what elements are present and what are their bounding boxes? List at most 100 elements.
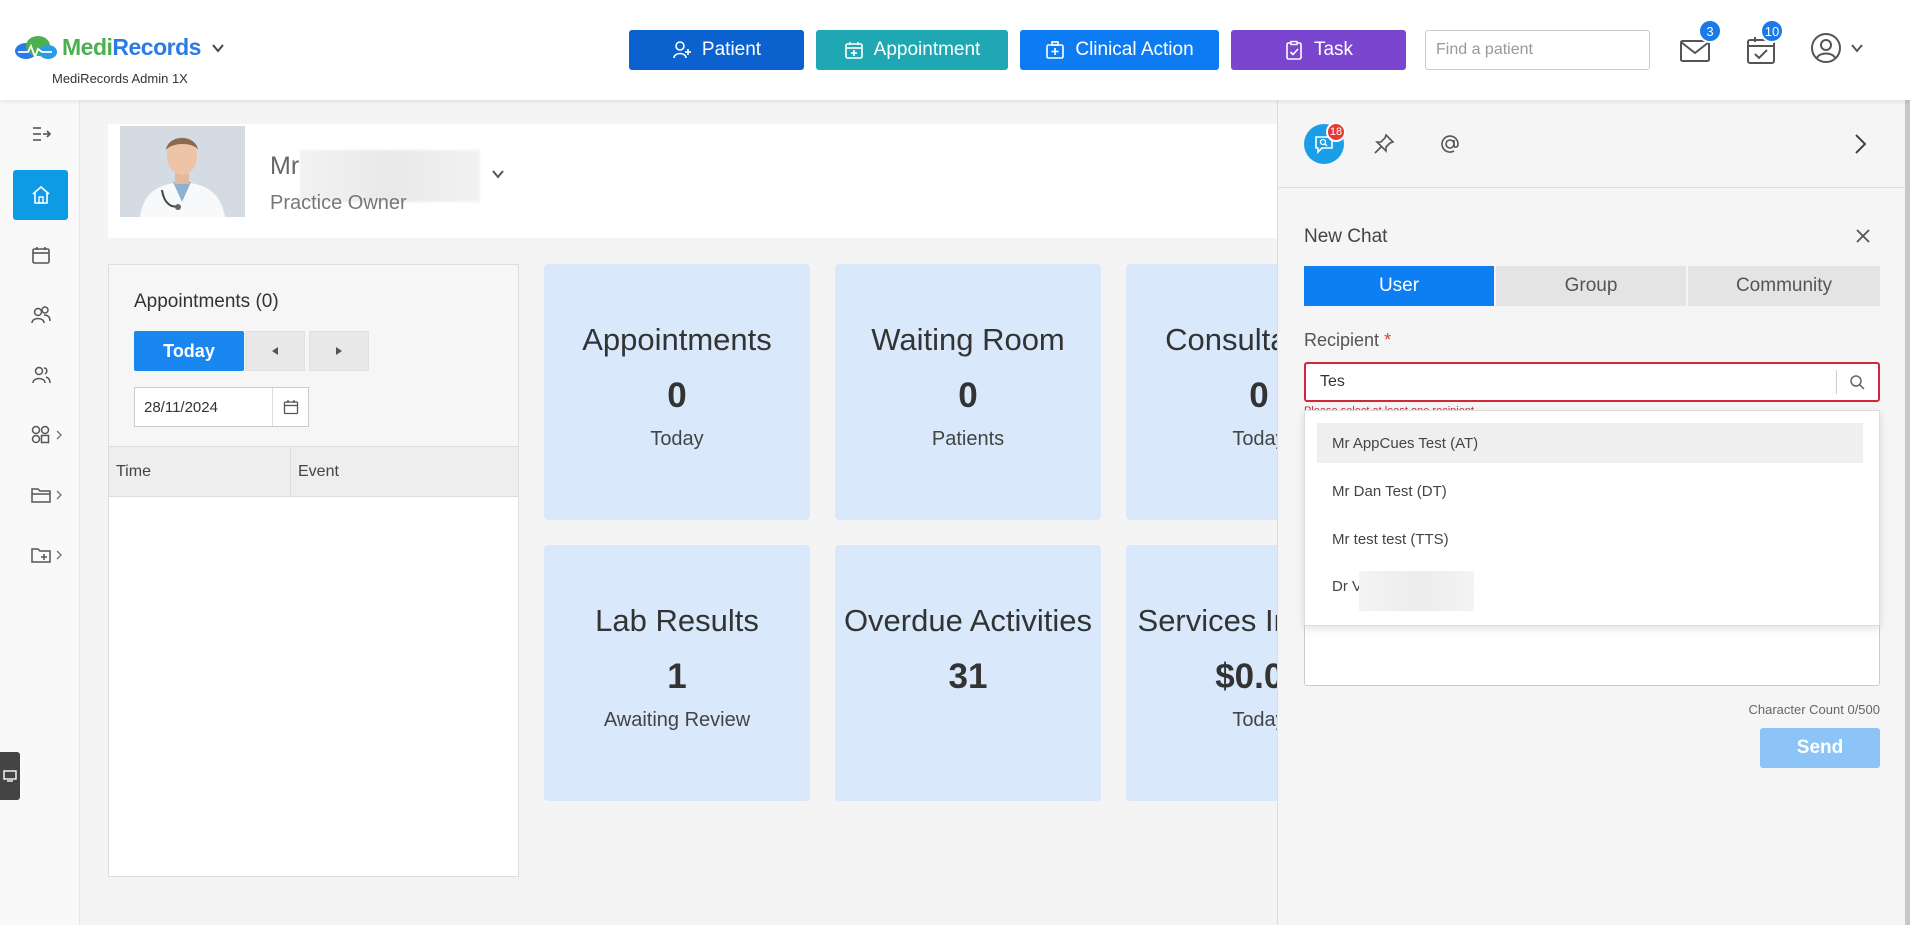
appointment-button-label: Appointment (873, 39, 981, 60)
date-picker[interactable]: 28/11/2024 (134, 387, 309, 427)
calendar-icon (31, 247, 50, 264)
user-name: Mr (270, 152, 300, 180)
add-appointment-button[interactable]: Appointment (816, 30, 1008, 70)
tile-subtitle: Patients (931, 428, 1005, 450)
tile-title: Lab Results (595, 603, 759, 638)
mail-badge: 3 (1698, 19, 1722, 43)
recipient-label-text: Recipient (1304, 330, 1380, 350)
appointments-title: Appointments (0) (134, 291, 279, 312)
chevron-right-icon (56, 430, 62, 440)
side-drawer-tab[interactable] (0, 752, 20, 800)
tile-subtitle: Today (650, 428, 704, 450)
recipient-suggestions: Mr AppCues Test (AT) Mr Dan Test (DT) Mr… (1304, 410, 1880, 626)
brand-name: MediRecords (62, 34, 201, 61)
sidebar-toggle[interactable] (13, 109, 68, 159)
suggestion-item[interactable]: Mr AppCues Test (AT) (1317, 423, 1863, 463)
clinical-action-button-label: Clinical Action (1075, 39, 1194, 60)
date-picker-button[interactable] (272, 388, 308, 426)
app-logo[interactable]: MediRecords (12, 34, 225, 61)
patient-button-label: Patient (701, 39, 762, 60)
mail-icon (1680, 40, 1710, 62)
redacted-suggestion (1359, 571, 1474, 611)
tile-title: Waiting Room (871, 322, 1065, 357)
folder-add-icon (30, 548, 51, 563)
next-day-button[interactable] (309, 331, 369, 371)
tile-value: 0 (667, 376, 687, 415)
tasks-calendar-button[interactable]: 10 (1744, 19, 1784, 67)
tile-subtitle: Awaiting Review (603, 709, 751, 731)
character-count: Character Count 0/500 (1748, 702, 1880, 717)
tile-value: 31 (948, 657, 988, 696)
sidebar-item-patients[interactable] (13, 290, 68, 340)
chevron-down-icon (1851, 44, 1863, 53)
tab-community[interactable]: Community (1688, 266, 1880, 306)
appointments-controls: Appointments (0) Today 28/11/2024 (109, 265, 518, 446)
tile-title: Appointments (582, 322, 772, 357)
add-task-button[interactable]: Task (1231, 30, 1406, 70)
chevron-down-icon[interactable] (211, 41, 225, 55)
sidebar-item-contacts[interactable] (13, 350, 68, 400)
sidebar-item-home[interactable] (13, 170, 68, 220)
tab-user[interactable]: User (1304, 266, 1494, 306)
page-scrollbar[interactable] (1905, 0, 1910, 925)
tab-group[interactable]: Group (1496, 266, 1686, 306)
tile-appointments[interactable]: Appointments 0 Today (544, 264, 810, 520)
column-header-time: Time (109, 447, 291, 496)
sidebar (0, 100, 80, 925)
sidebar-item-modules[interactable] (13, 410, 68, 460)
logo-cloud-icon (15, 35, 57, 60)
folder-icon (30, 488, 51, 503)
chevron-down-icon[interactable] (490, 166, 506, 182)
app-subtitle: MediRecords Admin 1X (52, 71, 188, 86)
sidebar-item-add-folder[interactable] (13, 530, 68, 580)
chat-panel: 18 New Chat User Group Community Recipie… (1277, 100, 1906, 925)
task-button-label: Task (1313, 39, 1354, 60)
patient-search-input[interactable] (1436, 41, 1643, 59)
tile-waiting-room[interactable]: Waiting Room 0 Patients (835, 264, 1101, 520)
tile-value: 0 (1249, 376, 1269, 415)
profile-card: Mr Practice Owner (108, 124, 1278, 238)
chevron-right-icon (56, 550, 62, 560)
send-button[interactable]: Send (1760, 728, 1880, 768)
today-button[interactable]: Today (134, 331, 244, 371)
medical-kit-icon (1046, 41, 1065, 59)
recipient-input[interactable] (1306, 373, 1836, 391)
avatar (120, 126, 245, 217)
column-header-event: Event (298, 463, 339, 480)
pin-icon[interactable] (1372, 132, 1396, 156)
search-icon (1850, 374, 1865, 390)
suggestion-item[interactable]: Mr test test (TTS) (1332, 531, 1449, 548)
clinical-action-button[interactable]: Clinical Action (1020, 30, 1219, 70)
tile-lab-results[interactable]: Lab Results 1 Awaiting Review (544, 545, 810, 801)
caret-right-icon (336, 347, 342, 355)
doctor-portrait-icon (120, 126, 245, 217)
suggestion-item[interactable]: Mr Dan Test (DT) (1332, 483, 1447, 500)
patient-search[interactable] (1425, 30, 1650, 70)
chevron-right-icon[interactable] (1848, 132, 1872, 156)
messages-button[interactable]: 3 (1678, 19, 1722, 67)
user-role: Practice Owner (270, 192, 407, 214)
new-chat-title: New Chat (1304, 226, 1388, 247)
previous-day-button[interactable] (245, 331, 305, 371)
tile-overdue-activities[interactable]: Overdue Activities 31 (835, 545, 1101, 801)
recipient-field[interactable] (1304, 362, 1880, 402)
recipient-search-button[interactable] (1836, 370, 1878, 394)
brand-records: Records (112, 34, 201, 60)
calendar-add-icon (844, 42, 863, 59)
add-patient-button[interactable]: Patient (629, 30, 804, 70)
sidebar-item-documents[interactable] (13, 470, 68, 520)
scrollbar-thumb[interactable] (1905, 0, 1910, 925)
monitor-icon (3, 770, 17, 782)
brand-medi: Medi (62, 34, 113, 60)
user-menu[interactable] (1810, 32, 1864, 64)
close-icon[interactable] (1854, 227, 1872, 245)
chat-panel-header: 18 (1278, 100, 1906, 188)
tile-subtitle: Today (1232, 709, 1286, 731)
chevron-right-icon (56, 490, 62, 500)
mention-icon[interactable] (1438, 132, 1462, 156)
recipient-label: Recipient * (1304, 330, 1391, 351)
sidebar-item-calendar[interactable] (13, 230, 68, 280)
top-header: MediRecords MediRecords Admin 1X Patient… (0, 0, 1910, 100)
home-icon (31, 185, 50, 204)
caret-left-icon (272, 347, 278, 355)
